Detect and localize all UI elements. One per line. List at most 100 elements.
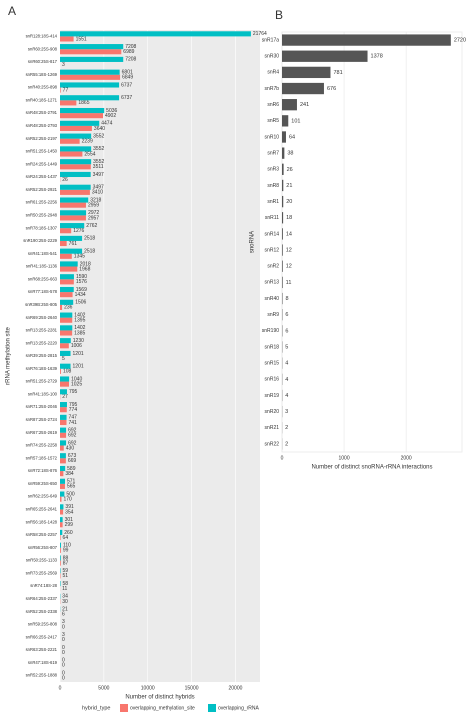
value-label: 12 <box>286 264 292 270</box>
value-label: 1968 <box>79 266 90 272</box>
legend-swatch <box>208 704 216 712</box>
value-label: 500 <box>66 491 75 497</box>
y-tick-label: snR87:25S-2724 <box>26 417 58 422</box>
y-tick-label: snR63:25S-2221 <box>26 647 58 652</box>
value-label: 4 <box>285 393 288 399</box>
value-label: 3640 <box>94 126 105 132</box>
value-label: 2518 <box>84 248 95 254</box>
value-label: 77 <box>63 87 69 93</box>
value-label: 4902 <box>105 113 116 119</box>
value-label: 2554 <box>84 151 95 157</box>
bar <box>60 509 63 514</box>
y-tick-label: snR58:25S-2257 <box>26 532 58 537</box>
y-tick-label: snR66:25S-2417 <box>26 634 58 639</box>
bar <box>60 504 63 509</box>
y-tick-label: snR8 <box>267 183 279 189</box>
bar <box>60 121 99 126</box>
y-tick-label: snR190 <box>262 328 279 334</box>
y-tick-label: snR57:18S-1572 <box>26 455 58 460</box>
value-label: 1385 <box>74 330 85 336</box>
value-label: 18 <box>286 215 292 221</box>
y-tick-label: snR24:25S-1449 <box>26 161 58 166</box>
value-label: 1402 <box>74 312 85 318</box>
bar <box>60 433 66 438</box>
bar <box>60 484 65 489</box>
value-label: 170 <box>63 497 72 503</box>
x-tick-label: 1000 <box>339 455 350 461</box>
bar <box>60 185 91 190</box>
value-label: 7208 <box>125 44 136 50</box>
bar <box>60 497 61 502</box>
value-label: 5 <box>62 356 65 362</box>
value-label: 58 <box>63 581 69 587</box>
bar <box>60 555 61 560</box>
y-tick-label: snR50:25S-2948 <box>26 212 58 217</box>
x-tick-label: 5000 <box>98 685 109 691</box>
x-axis-label: Number of distinct hybrids <box>125 695 194 701</box>
bar <box>282 261 283 272</box>
y-tick-label: snR52:25S-1888 <box>26 673 58 678</box>
value-label: 747 <box>69 415 78 421</box>
value-label: 1865 <box>78 100 89 106</box>
bar <box>282 196 283 207</box>
x-axis-label: Number of distinct snoRNA-rRNA interacti… <box>311 465 432 471</box>
value-label: 774 <box>69 407 78 413</box>
value-label: 781 <box>333 70 342 76</box>
value-label: 2762 <box>86 223 97 229</box>
x-tick-label: 10000 <box>141 685 155 691</box>
value-label: 299 <box>65 522 74 528</box>
y-tick-label: snR51:25S-1450 <box>26 149 58 154</box>
bar <box>60 261 78 266</box>
bar <box>60 402 67 407</box>
value-label: 6989 <box>123 49 134 55</box>
bar <box>60 440 66 445</box>
value-label: 3 <box>62 632 65 638</box>
value-label: 3 <box>285 409 288 415</box>
value-label: 101 <box>291 118 300 124</box>
y-tick-label: snR62:25S-649 <box>28 494 58 499</box>
x-tick-label: 20000 <box>228 685 242 691</box>
y-tick-label: snR59:25S-808 <box>28 622 58 627</box>
value-label: 795 <box>69 389 78 395</box>
value-label: 2239 <box>82 139 93 145</box>
bar <box>60 57 123 62</box>
bar <box>282 51 368 62</box>
y-tick-label: snR4 <box>267 70 279 76</box>
y-tick-label: snR65:25S-2641 <box>26 507 58 512</box>
y-tick-label: snR40:25S-898 <box>28 85 58 90</box>
y-tick-label: snR13:25S-2281 <box>26 328 58 333</box>
bar <box>60 530 62 535</box>
y-tick-label: snR60:25S-817 <box>28 59 58 64</box>
value-label: 2018 <box>80 261 91 267</box>
y-tick-label: snR15 <box>265 360 280 366</box>
bar <box>60 364 71 369</box>
value-label: 87 <box>63 560 69 566</box>
bar <box>60 70 120 75</box>
value-label: 2972 <box>88 210 99 216</box>
y-tick-label: snR47:18S-619 <box>28 660 58 665</box>
bar <box>60 445 64 450</box>
bar <box>60 164 91 169</box>
bar <box>60 325 72 330</box>
y-tick-label: snR190:25S-2229 <box>23 238 57 243</box>
bar <box>60 292 73 297</box>
value-label: 676 <box>327 86 336 92</box>
value-label: 2957 <box>88 215 99 221</box>
y-tick-label: snR74:25S-2258 <box>26 443 58 448</box>
bar <box>60 108 104 113</box>
value-label: 6737 <box>121 95 132 101</box>
value-label: 384 <box>65 471 74 477</box>
y-tick-label: snR48:25S-2791 <box>26 110 58 115</box>
y-tick-label: snR60:25S-908 <box>28 46 58 51</box>
value-label: 565 <box>67 484 76 490</box>
bar <box>60 100 76 105</box>
value-label: 12 <box>286 248 292 254</box>
value-label: 0 <box>62 637 65 643</box>
panel-letter: A <box>8 4 16 18</box>
bar <box>60 36 74 41</box>
bar <box>60 31 251 36</box>
y-tick-label: snR13 <box>265 280 280 286</box>
value-label: 88 <box>63 555 69 561</box>
value-label: 571 <box>67 479 76 485</box>
bar <box>282 131 286 142</box>
